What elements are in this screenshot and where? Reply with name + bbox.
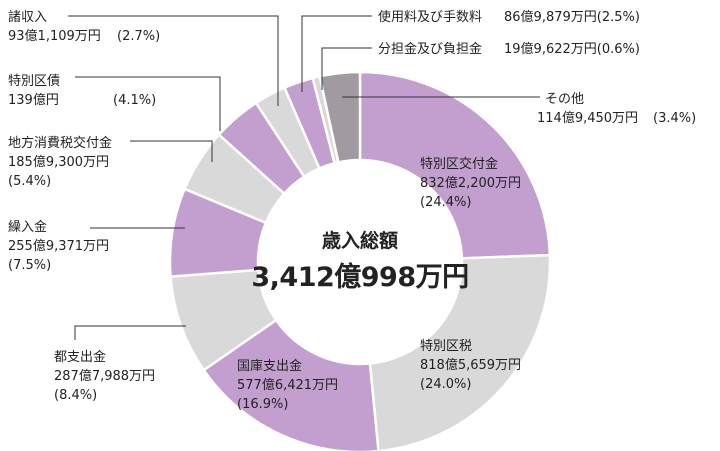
- label-tokubetsuku-sai-percent: (4.1%): [113, 93, 157, 108]
- label-kurireikin: 繰入金 255億9,371万円 (7.5%): [8, 220, 110, 273]
- label-buntankin-futankin: 分担金及び負担金 19億9,622万円(0.6%): [378, 42, 640, 57]
- leader-line-3: [74, 325, 186, 340]
- leader-line-4: [68, 15, 279, 106]
- label-to-shishutsukin: 都支出金 287億7,988万円 (8.4%): [54, 350, 156, 403]
- leader-line-5: [301, 15, 372, 92]
- leader-line-0: [75, 76, 221, 131]
- slice-1: [368, 253, 552, 451]
- label-sho-shunyu-percent: (2.7%): [117, 29, 161, 44]
- slice-2: [202, 318, 380, 451]
- label-sho-shunyu: 諸収入 93億1,109万円: [8, 10, 101, 44]
- label-tokubetsuku-zei: 特別区税 818億5,659万円 (24.0%): [420, 339, 522, 392]
- leader-line-1: [130, 140, 213, 162]
- center-title: 歳入総額: [321, 230, 398, 252]
- label-tokubetsuku-kofukin: 特別区交付金 832億2,200万円 (24.4%): [420, 157, 522, 210]
- label-kokko-shishutsukin: 国庫支出金 577億6,421万円 (16.9%): [237, 359, 339, 412]
- label-sonota: その他 114億9,450万円: [537, 92, 639, 126]
- label-tokubetsuku-sai: 特別区債 139億円: [8, 74, 61, 108]
- center-total: 3,412億998万円: [251, 262, 469, 293]
- leader-line-6: [321, 47, 372, 90]
- slice-10: [318, 70, 362, 164]
- slice-0: [358, 70, 552, 260]
- label-chiho-shohizei-kofukin: 地方消費税交付金 185億9,300万円 (5.4%): [8, 136, 113, 189]
- label-shiyoryo-tesuryo: 使用料及び手数料 86億9,879万円(2.5%): [378, 10, 640, 25]
- label-sonota-percent: (3.4%): [653, 111, 697, 126]
